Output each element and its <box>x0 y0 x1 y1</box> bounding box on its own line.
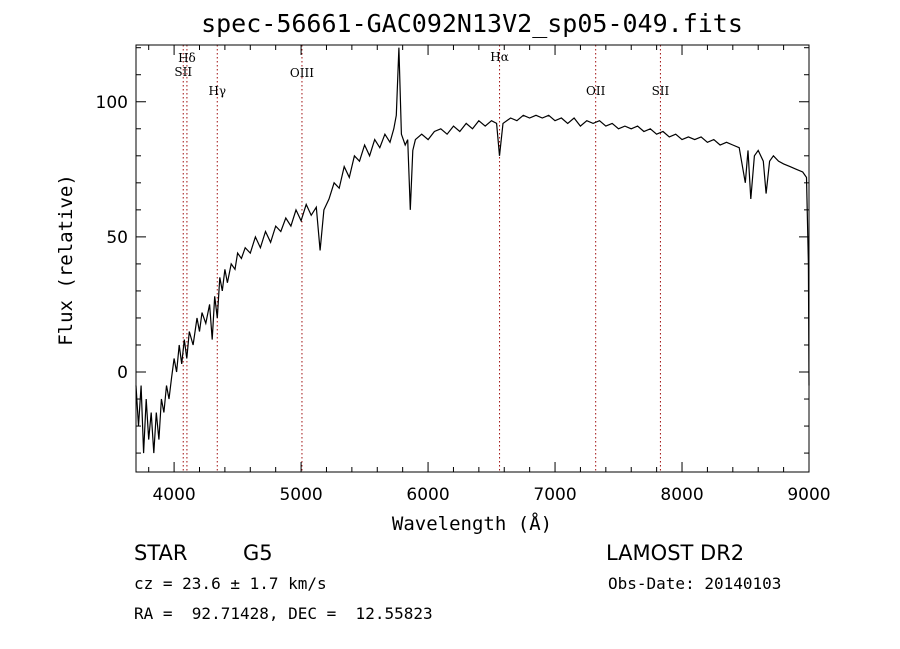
y-axis-ticks: 0 50 100 <box>96 47 809 454</box>
x-tick-label: 6000 <box>406 485 449 505</box>
spectral-line-label: OIII <box>290 66 314 80</box>
y-tick-label: 100 <box>96 93 128 113</box>
object-subclass: G5 <box>243 541 273 565</box>
x-axis-label: Wavelength (Å) <box>392 512 552 535</box>
spectral-line-label: Hα <box>490 50 509 64</box>
x-tick-label: 9000 <box>787 485 830 505</box>
redshift-text: cz = 23.6 ± 1.7 km/s <box>134 574 327 593</box>
y-tick-label: 0 <box>117 363 128 383</box>
spectral-line-label: SII <box>652 84 670 98</box>
spectrum-line <box>135 47 810 454</box>
x-tick-label: 4000 <box>152 485 195 505</box>
coords-text: RA = 92.71428, DEC = 12.55823 <box>134 604 433 623</box>
plot-frame <box>135 44 810 473</box>
object-class: STAR <box>134 541 187 565</box>
spectral-line-label: Hδ <box>178 51 196 65</box>
survey-name: LAMOST DR2 <box>606 541 744 565</box>
x-tick-label: 7000 <box>533 485 576 505</box>
y-axis-label: Flux (relative) <box>55 174 77 346</box>
spectral-line-markers <box>182 45 661 472</box>
spectral-line-label: SII <box>174 65 192 79</box>
spectral-line-label: Hγ <box>208 84 226 98</box>
y-tick-label: 50 <box>106 228 128 248</box>
chart-title: spec-56661-GAC092N13V2_sp05-049.fits <box>201 9 743 38</box>
obs-date-text: Obs-Date: 20140103 <box>608 574 781 593</box>
x-axis-ticks: 4000 5000 6000 7000 8000 9000 <box>148 45 831 505</box>
x-tick-label: 5000 <box>279 485 322 505</box>
spectral-line-label: OII <box>586 84 606 98</box>
x-tick-label: 8000 <box>660 485 703 505</box>
